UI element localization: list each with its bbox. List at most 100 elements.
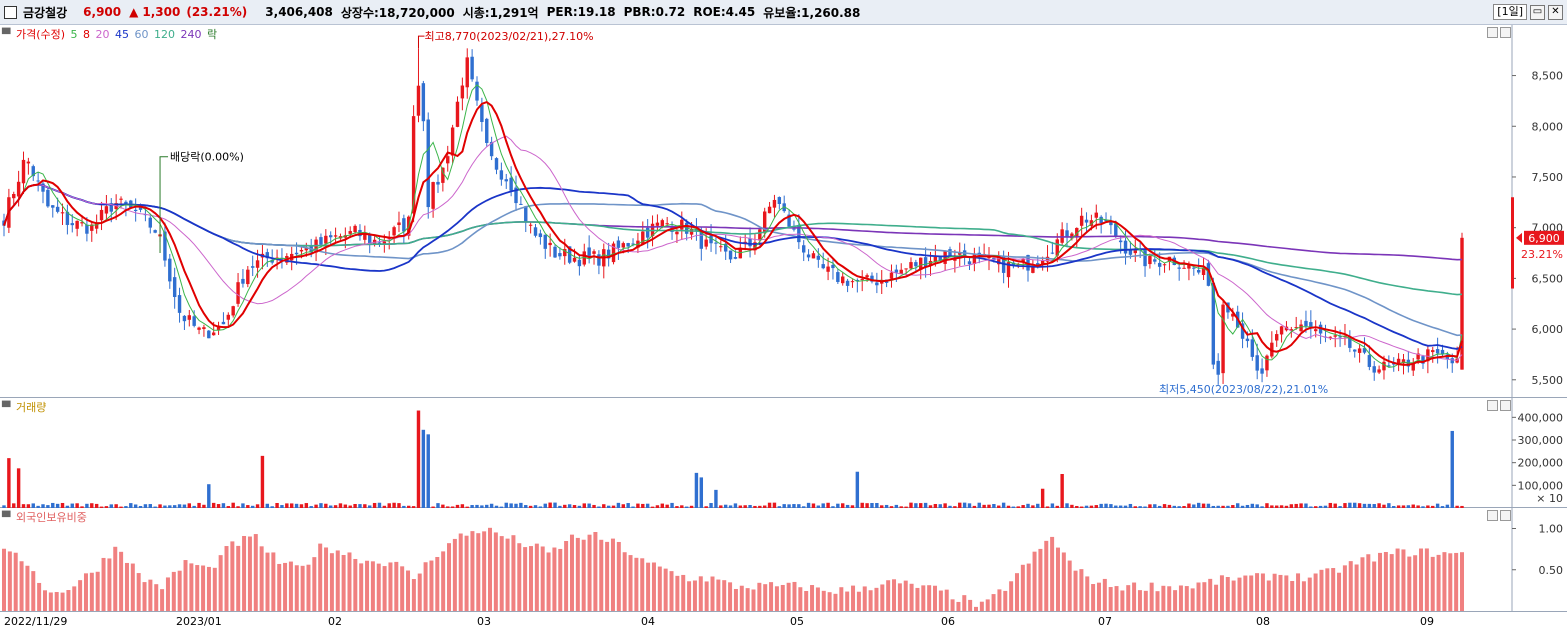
price-tag-box xyxy=(1524,230,1564,245)
foreign-bar xyxy=(593,532,598,611)
foreign-pane[interactable]: 1.00 0.50 ▀ 외국인보유비중 xyxy=(0,508,1567,611)
price-pane[interactable]: 8,500 8,000 7,500 7,000 6,500 6,000 5,500 최고8,7… xyxy=(0,25,1567,398)
volume-bar xyxy=(426,434,430,508)
pane-close-icon[interactable] xyxy=(1500,510,1511,521)
candle-body xyxy=(1416,353,1420,360)
volume-bar xyxy=(982,504,986,508)
foreign-bar xyxy=(862,586,867,611)
volume-bar xyxy=(841,503,845,508)
candle-body xyxy=(1040,260,1045,265)
foreign-bar xyxy=(271,552,276,611)
foreign-bar xyxy=(974,606,978,611)
price-chart[interactable]: 8,5008,0007,5007,0006,5006,0005,500최고8,7… xyxy=(0,25,1567,398)
candle-body xyxy=(592,251,596,254)
foreign-bar xyxy=(751,589,756,611)
price-tag-arrow xyxy=(1516,232,1522,243)
price-tag-pct: 23.21% xyxy=(1521,248,1563,261)
pane-controls xyxy=(1487,510,1511,521)
volume-bar xyxy=(1309,506,1313,508)
foreign-bar xyxy=(558,548,563,611)
volume-bar xyxy=(26,504,31,508)
volume-bar xyxy=(787,504,791,508)
close-icon[interactable]: ✕ xyxy=(1548,4,1563,20)
period-selector[interactable]: [1일] xyxy=(1493,4,1527,20)
foreign-bar xyxy=(669,571,674,611)
foreign-bar xyxy=(575,537,580,611)
pane-max-icon[interactable] xyxy=(1487,27,1498,38)
volume-bar xyxy=(1148,504,1152,508)
volume-bar xyxy=(689,505,694,508)
volume-bar xyxy=(1431,505,1435,508)
pane-max-icon[interactable] xyxy=(1487,400,1498,411)
foreign-bar xyxy=(704,581,709,611)
foreign-bar xyxy=(423,562,428,611)
volume-bar xyxy=(811,503,816,508)
volume-bar xyxy=(489,503,494,508)
volume-bar xyxy=(806,502,811,508)
volume-bar xyxy=(109,504,113,508)
volume-bar xyxy=(363,504,367,508)
foreign-bar xyxy=(206,566,211,611)
volume-bar xyxy=(821,503,825,508)
candle-body xyxy=(60,212,65,214)
volume-bar xyxy=(538,506,543,508)
volume-bar xyxy=(260,455,265,508)
volume-chart[interactable]: 400,000 300,000 200,000 100,000× 10 xyxy=(0,398,1567,508)
volume-bar xyxy=(1299,503,1303,508)
listed-shares: 상장수:18,720,000 xyxy=(340,5,455,20)
candle-body xyxy=(231,306,235,316)
volume-bar xyxy=(621,504,625,508)
volume-bar xyxy=(1031,505,1035,508)
select-checkbox[interactable] xyxy=(4,5,17,19)
restore-icon[interactable]: ▭ xyxy=(1530,4,1545,20)
dividend-annotation: 배당락(0.00%) xyxy=(170,151,244,164)
dividend-marker xyxy=(159,156,169,254)
candle-body xyxy=(1372,366,1376,373)
volume-bar xyxy=(192,505,196,508)
foreign-bar xyxy=(892,579,897,611)
volume-bar xyxy=(163,505,167,508)
foreign-bar xyxy=(950,599,955,611)
volume-bar xyxy=(85,503,89,508)
volume-bar xyxy=(1089,505,1094,508)
foreign-bar xyxy=(1413,555,1418,611)
candle-body xyxy=(1060,229,1064,243)
pane-close-icon[interactable] xyxy=(1500,400,1511,411)
x-label: 04 xyxy=(641,615,655,628)
volume-bar xyxy=(416,410,421,508)
candle-body xyxy=(1426,349,1430,362)
candle-body xyxy=(919,257,923,270)
legend-ma5: 5 xyxy=(70,28,78,41)
candle-body xyxy=(187,315,192,320)
volume-bar xyxy=(753,505,757,508)
foreign-bar xyxy=(488,527,492,611)
candle-body xyxy=(70,223,74,226)
foreign-bar xyxy=(1319,569,1324,611)
volume-y-label: 300,000 xyxy=(1518,434,1564,447)
foreign-bar xyxy=(1102,578,1107,611)
candle-body xyxy=(1128,250,1133,255)
candle-body xyxy=(324,235,328,244)
foreign-bar xyxy=(130,563,135,611)
volume-bar xyxy=(221,503,226,508)
volume-bar xyxy=(285,503,289,508)
volume-bar xyxy=(855,471,860,508)
volume-bar xyxy=(1343,503,1347,508)
pane-close-icon[interactable] xyxy=(1500,27,1511,38)
volume-bar xyxy=(99,506,104,508)
candle-body xyxy=(348,231,352,234)
candle-body xyxy=(645,227,650,238)
candle-body xyxy=(202,327,206,329)
volume-bar xyxy=(314,504,318,508)
foreign-bar xyxy=(523,547,528,611)
pane-max-icon[interactable] xyxy=(1487,510,1498,521)
volume-pane[interactable]: 400,000 300,000 200,000 100,000 × 10 ▀ 거래량 xyxy=(0,398,1567,508)
foreign-chart[interactable]: 1.00 0.50 xyxy=(0,508,1567,611)
volume-bar xyxy=(1377,503,1381,508)
foreign-bar xyxy=(1260,573,1265,611)
candle-body xyxy=(1265,355,1269,371)
candle-body xyxy=(46,189,50,207)
volume-bar xyxy=(977,502,981,508)
price-change: 1,300 xyxy=(142,5,181,19)
foreign-bar xyxy=(441,551,446,611)
